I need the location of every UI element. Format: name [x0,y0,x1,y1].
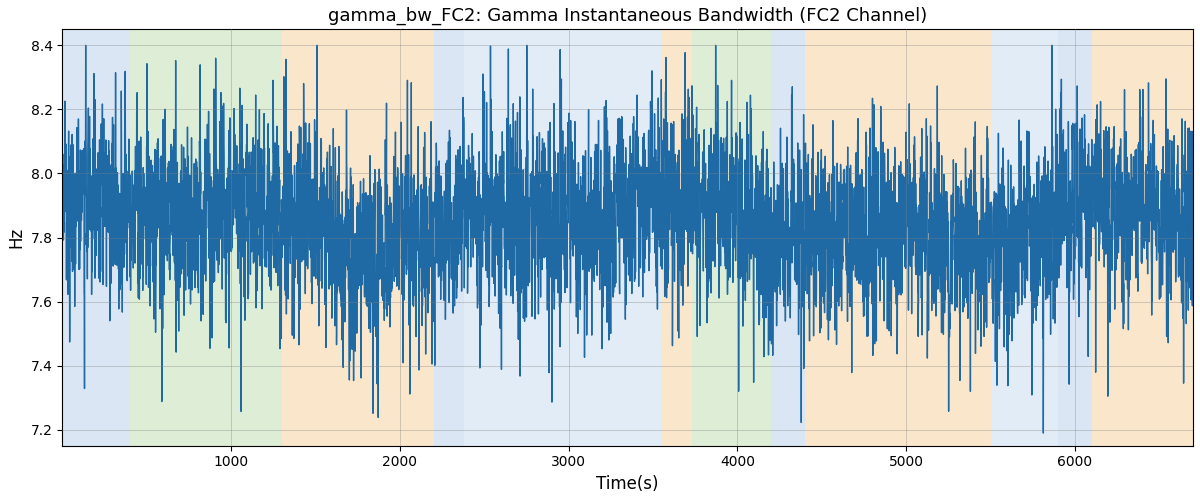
Bar [832,30,990,446]
Bar [990,30,1058,446]
Bar [62,30,96,446]
Bar [464,30,515,446]
Bar [691,30,772,446]
Bar [805,30,832,446]
Bar [1092,30,1193,446]
Bar [130,30,282,446]
Title: gamma_bw_FC2: Gamma Instantaneous Bandwidth (FC2 Channel): gamma_bw_FC2: Gamma Instantaneous Bandwi… [328,7,928,25]
Bar [515,30,661,446]
Bar [772,30,805,446]
X-axis label: Time(s): Time(s) [596,475,659,493]
Bar [433,30,464,446]
Bar [661,30,691,446]
Bar [1058,30,1092,446]
Bar [282,30,433,446]
Bar [96,30,130,446]
Y-axis label: Hz: Hz [7,227,25,248]
